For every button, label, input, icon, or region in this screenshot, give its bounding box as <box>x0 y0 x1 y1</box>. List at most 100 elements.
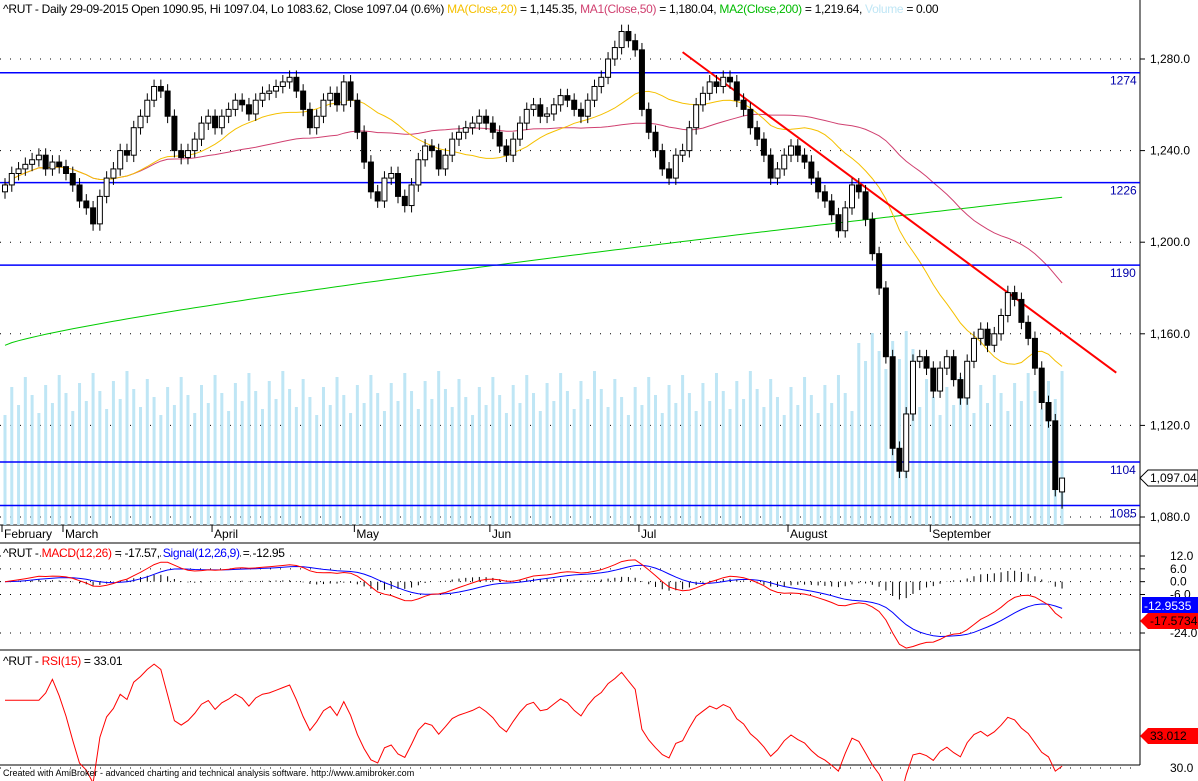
volume-bar <box>538 411 542 525</box>
candle-body <box>266 90 273 94</box>
ma20-value: = 1,145.35, <box>516 2 581 16</box>
candle-body <box>1018 298 1025 323</box>
volume-bar <box>71 411 75 525</box>
volume-bar <box>328 405 332 525</box>
candle-body <box>903 413 910 472</box>
volume-bar <box>267 381 271 525</box>
last-price-label: 1,097.04 <box>1150 471 1197 485</box>
month-label: March <box>65 527 98 541</box>
candle-body <box>693 104 700 129</box>
volume-bar <box>518 403 522 525</box>
candle-body <box>401 195 408 207</box>
candle-body <box>706 81 713 94</box>
volume-bar <box>254 391 258 525</box>
volume-bar <box>78 383 82 525</box>
candle-body <box>8 173 15 186</box>
candle-body <box>449 138 456 156</box>
candle-body <box>760 138 767 156</box>
y-tick-label: 1,200.0 <box>1150 235 1190 249</box>
volume-bar <box>979 385 983 525</box>
volume-bar <box>308 397 312 525</box>
ma200-label: MA2(Close,200) <box>719 2 802 16</box>
volume-bar <box>504 413 508 525</box>
candle-body <box>598 76 605 87</box>
candle-body <box>76 184 83 202</box>
ma20-label: MA(Close,20) <box>447 2 517 16</box>
candle-body <box>42 154 49 170</box>
volume-bar <box>3 415 7 525</box>
volume-bar <box>349 413 353 525</box>
macd-header: ^RUT - MACD(12,26) = -17.57, Signal(12,2… <box>3 546 285 560</box>
candle-body <box>205 115 212 124</box>
candle-body <box>544 113 551 117</box>
volume-bar <box>769 379 773 525</box>
y-tick-label: 1,120.0 <box>1150 418 1190 432</box>
volume-bar <box>376 393 380 525</box>
level-label: 1274 <box>1110 74 1137 88</box>
candle-body <box>964 360 971 399</box>
volume-bar <box>667 385 671 525</box>
volume-bar <box>498 395 502 525</box>
volume-bar <box>911 349 915 525</box>
candle-body <box>178 150 185 158</box>
macd-tick-label: 6.0 <box>1170 562 1187 576</box>
macd-tick-label: -24.0 <box>1170 626 1198 640</box>
rsi-value: = 33.01 <box>80 654 123 668</box>
volume-bar <box>925 379 929 525</box>
candle-body <box>747 108 754 129</box>
candle-body <box>252 99 259 115</box>
candle-body <box>56 161 63 168</box>
candle-body <box>1045 402 1052 422</box>
ohlc-text: - Daily 29-09-2015 Open 1090.95, Hi 1097… <box>31 2 448 16</box>
candle-body <box>679 150 686 156</box>
candle-body <box>930 367 937 392</box>
candle-body <box>428 145 435 152</box>
candle-body <box>801 154 808 163</box>
volume-bar <box>836 375 840 525</box>
volume-bar <box>125 371 129 525</box>
volume-bar <box>972 413 976 525</box>
candle-body <box>2 184 8 193</box>
volume-bar <box>281 371 285 525</box>
candle-body <box>666 168 673 179</box>
volume-bar <box>301 379 305 525</box>
candle-body <box>306 108 313 129</box>
candle-body <box>821 191 828 202</box>
volume-bar <box>965 395 969 525</box>
candle-body <box>808 161 815 179</box>
candle-body <box>103 177 110 197</box>
candle-body <box>862 191 869 220</box>
volume-bar <box>958 377 962 525</box>
candle-body <box>455 131 462 140</box>
volume-bar <box>23 377 27 525</box>
candle-body <box>638 49 645 110</box>
volume-bar <box>105 409 109 525</box>
candle-body <box>557 95 564 106</box>
candle-body <box>1059 477 1066 493</box>
candle-body <box>334 92 341 106</box>
volume-bar <box>247 373 251 525</box>
candle-body <box>537 104 544 117</box>
candle-body <box>686 127 693 152</box>
candle-body <box>320 99 327 117</box>
candle-body <box>788 145 795 156</box>
candle-body <box>937 367 944 392</box>
volume-bar <box>98 391 102 525</box>
candle-body <box>835 214 842 232</box>
candle-body <box>984 328 991 346</box>
candle-body <box>950 356 957 381</box>
volume-bar <box>233 383 237 525</box>
volume-bar <box>159 415 163 525</box>
volume-bar <box>416 409 420 525</box>
volume-bar <box>511 385 515 525</box>
volume-bar <box>193 413 197 525</box>
candle-body <box>510 138 517 156</box>
candle-body <box>164 90 171 117</box>
candle-body <box>435 150 442 170</box>
volume-bar <box>626 415 630 525</box>
ma200-value: = 1,219.64, <box>801 2 866 16</box>
month-label: Jun <box>492 527 511 541</box>
trendline <box>682 51 1117 374</box>
